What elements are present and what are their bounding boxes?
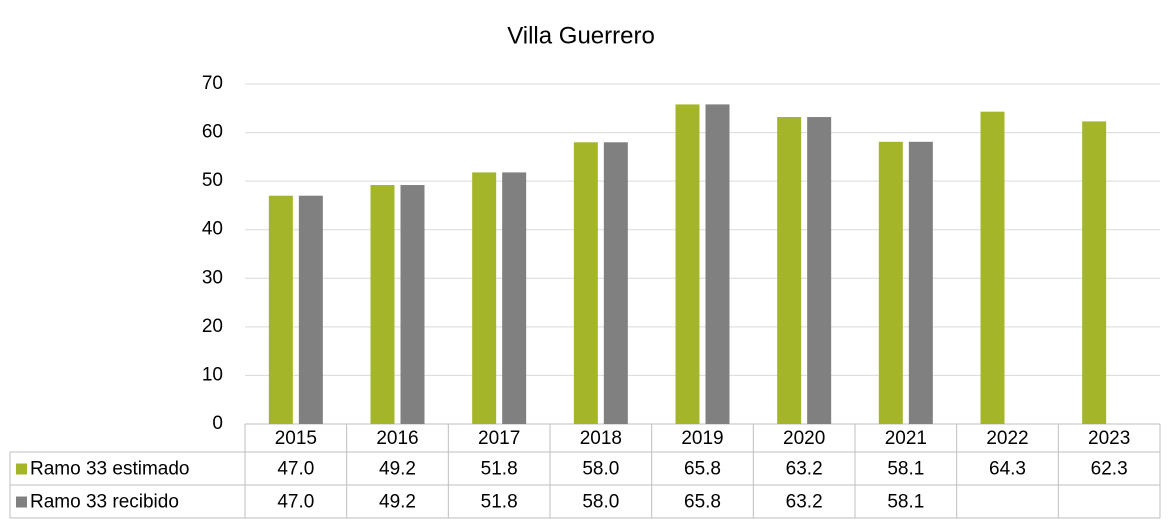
bar [980, 111, 1005, 424]
value-label: 51.8 [481, 492, 518, 513]
bar [675, 104, 700, 425]
x-tick-label: 2018 [580, 428, 622, 449]
value-label: 65.8 [684, 459, 721, 480]
x-tick-label: 2015 [275, 428, 317, 449]
bar [705, 104, 730, 425]
y-tick-label: 30 [202, 267, 223, 288]
legend-label: Ramo 33 estimado [30, 459, 189, 480]
bar [1082, 121, 1107, 425]
x-tick-label: 2017 [478, 428, 520, 449]
value-label: 58.1 [887, 459, 924, 480]
bar [807, 117, 832, 425]
value-label: 49.2 [379, 492, 416, 513]
value-label: 51.8 [481, 459, 518, 480]
bar [573, 142, 598, 425]
y-tick-label: 70 [202, 73, 223, 94]
value-label: 63.2 [786, 459, 823, 480]
value-label: 62.3 [1091, 459, 1128, 480]
bar [268, 195, 293, 424]
chart-title: Villa Guerrero [507, 22, 655, 49]
legend-label: Ramo 33 recibido [30, 492, 179, 513]
x-tick-label: 2020 [783, 428, 825, 449]
value-label: 64.3 [989, 459, 1026, 480]
y-tick-label: 10 [202, 364, 223, 385]
y-tick-label: 50 [202, 170, 223, 191]
value-label: 47.0 [277, 492, 314, 513]
value-label: 63.2 [786, 492, 823, 513]
bar [298, 195, 323, 424]
x-tick-label: 2019 [681, 428, 723, 449]
x-tick-label: 2023 [1088, 428, 1130, 449]
bar [908, 141, 933, 425]
x-tick-label: 2021 [885, 428, 927, 449]
x-tick-label: 2022 [986, 428, 1028, 449]
y-tick-label: 60 [202, 122, 223, 143]
value-label: 58.0 [582, 492, 619, 513]
value-label: 65.8 [684, 492, 721, 513]
bar [472, 172, 497, 424]
value-label: 58.1 [887, 492, 924, 513]
bar [878, 141, 903, 425]
bar [502, 172, 527, 424]
bar [370, 185, 395, 424]
bar [400, 185, 425, 424]
y-tick-label: 40 [202, 219, 223, 240]
value-label: 58.0 [582, 459, 619, 480]
value-label: 49.2 [379, 459, 416, 480]
value-label: 47.0 [277, 459, 314, 480]
bar [603, 142, 628, 425]
legend-swatch [16, 496, 27, 508]
x-tick-label: 2016 [376, 428, 418, 449]
legend-swatch [16, 463, 27, 475]
bar [777, 117, 802, 425]
y-tick-label: 0 [212, 413, 223, 434]
y-tick-label: 20 [202, 316, 223, 337]
